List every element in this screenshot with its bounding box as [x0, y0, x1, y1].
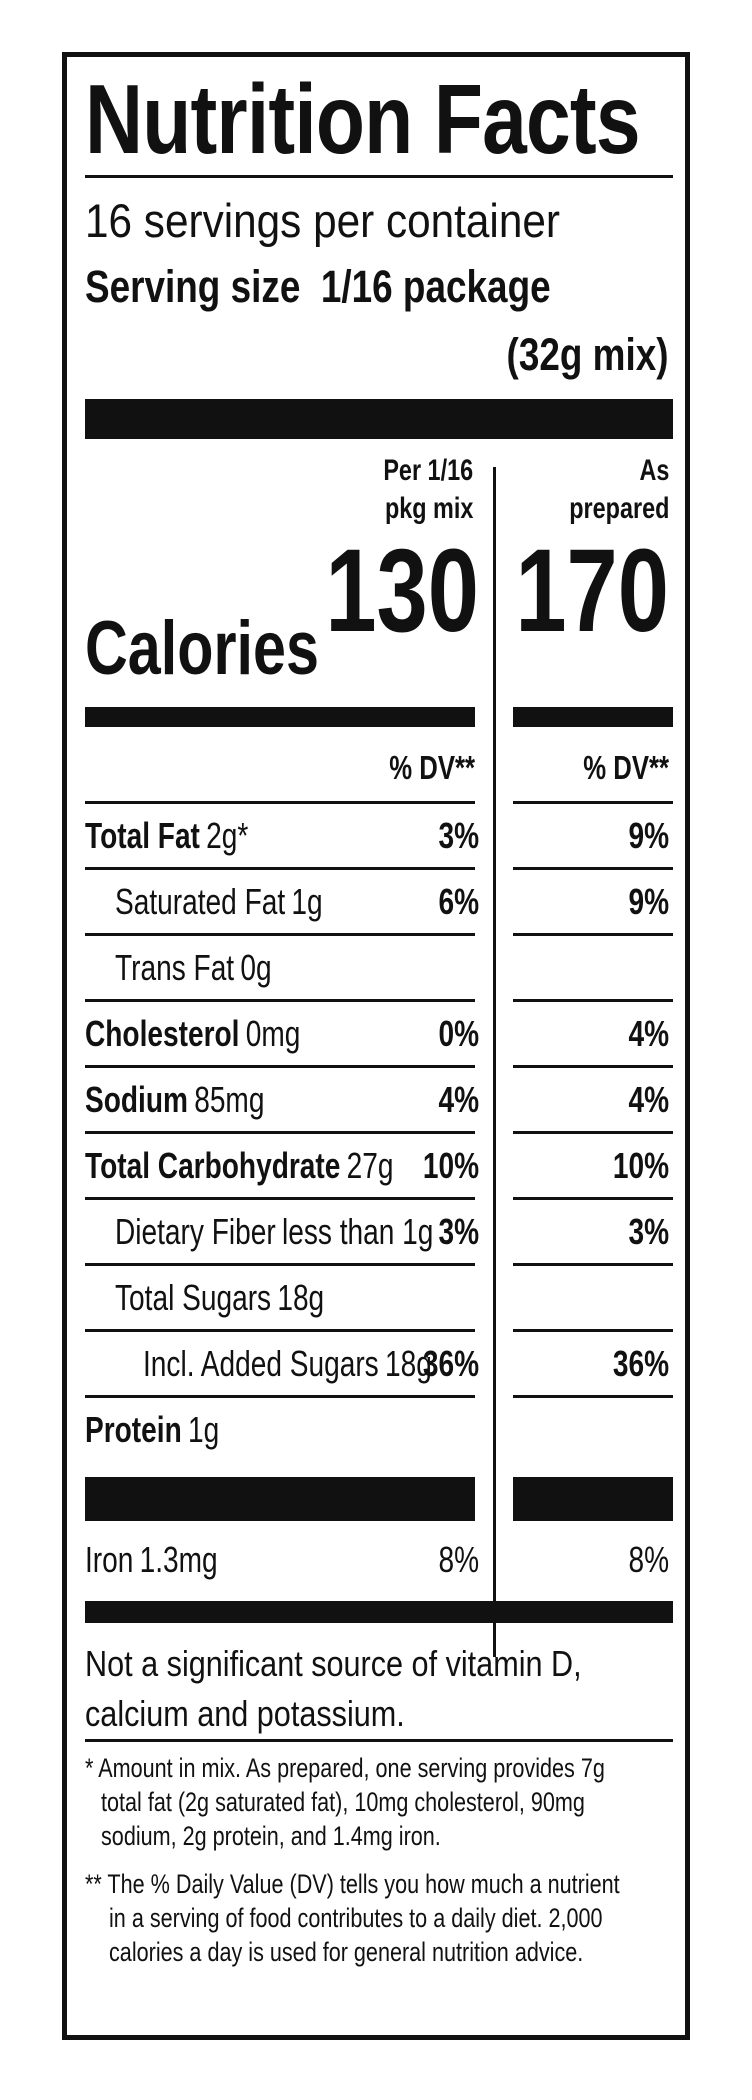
divider-thick-col1 [85, 1477, 475, 1521]
nutrient-dv-mix: 4% [438, 1079, 479, 1120]
calories-value-mix: 130 [325, 525, 479, 657]
nutrient-row: Cholesterol 0mg [85, 1001, 361, 1067]
row-rule [85, 1131, 475, 1134]
nutrient-amount: 18g [277, 1277, 325, 1318]
row-rule [85, 801, 475, 804]
nutrition-facts-label: Nutrition Facts 16 servings per containe… [62, 52, 690, 2040]
nutrient-amount: 27g [346, 1145, 394, 1186]
nutrient-dv-prepared: 9% [628, 815, 669, 856]
row-rule [513, 867, 673, 870]
vitamin-name: Iron [85, 1539, 134, 1580]
servings-per-container: 16 servings per container [85, 194, 560, 247]
nutrient-amount: 1g [291, 881, 323, 922]
nutrient-name: Sodium [85, 1079, 188, 1120]
divider-thin-footnote [85, 1739, 673, 1742]
row-rule [513, 933, 673, 936]
nutrient-amount: 2g* [206, 815, 249, 856]
vitamin-dv-prepared: 8% [628, 1539, 669, 1580]
nutrient-dv-mix: 0% [438, 1013, 479, 1054]
serving-size-value: 1/16 package [320, 261, 551, 312]
row-rule [85, 867, 475, 870]
nutrient-amount: 1g [187, 1409, 220, 1450]
row-rule [513, 1197, 673, 1200]
nutrient-dv-mix: 6% [438, 881, 479, 922]
nutrient-name: Incl. Added Sugars [143, 1343, 379, 1384]
footnote-amount-in-mix: * Amount in mix. As prepared, one servin… [85, 1753, 605, 1851]
nutrient-name: Dietary Fiber [115, 1211, 276, 1252]
nutrient-row: Total Sugars 18g [115, 1265, 383, 1331]
nutrient-amount: 18g [384, 1343, 432, 1384]
nutrient-dv-prepared: 3% [628, 1211, 669, 1252]
serving-size-label: Serving size [85, 261, 301, 312]
divider-thick-col2 [513, 1477, 673, 1521]
label-title: Nutrition Facts [85, 64, 641, 174]
nutrient-dv-mix: 3% [438, 815, 479, 856]
nutrient-amount: less than 1g [281, 1211, 434, 1252]
vitamin-dv-mix: 8% [438, 1539, 479, 1580]
serving-size: Serving size 1/16 package [85, 261, 653, 313]
dv-header-prepared: % DV** [583, 749, 669, 786]
row-rule [85, 1329, 475, 1332]
nutrient-dv-prepared: 36% [612, 1343, 669, 1384]
nutrient-dv-mix: 10% [422, 1145, 479, 1186]
nutrient-amount: 85mg [194, 1079, 265, 1120]
column-header-per-package: Per 1/16 pkg mix [383, 454, 473, 525]
nutrient-row: Total Fat 2g* [85, 803, 294, 869]
row-rule [513, 999, 673, 1002]
divider-medium-col2 [513, 707, 673, 727]
row-rule [513, 1263, 673, 1266]
row-rule [85, 1197, 475, 1200]
footnote-daily-value: ** The % Daily Value (DV) tells you how … [85, 1869, 620, 1967]
calories-value-prepared: 170 [515, 525, 669, 657]
nutrient-row: Dietary Fiber less than 1g [115, 1199, 523, 1265]
row-rule [85, 1065, 475, 1068]
nutrient-row: Protein 1g [85, 1397, 257, 1463]
row-rule [85, 933, 475, 936]
nutrient-name: Total Sugars [115, 1277, 272, 1318]
vitamin-row: Iron 1.3mg [85, 1527, 255, 1593]
row-rule [513, 1131, 673, 1134]
row-rule [513, 1329, 673, 1332]
nutrient-name: Total Carbohydrate [85, 1145, 341, 1186]
row-rule [513, 1395, 673, 1398]
nutrient-row: Total Carbohydrate 27g [85, 1133, 480, 1199]
not-significant-source: Not a significant source of vitamin D, c… [85, 1643, 582, 1734]
divider-medium-bottom [85, 1601, 673, 1623]
nutrient-row: Saturated Fat 1g [115, 869, 381, 935]
nutrient-dv-prepared: 10% [612, 1145, 669, 1186]
row-rule [85, 999, 475, 1002]
divider-thick [85, 399, 673, 439]
row-rule [513, 801, 673, 804]
nutrient-name: Cholesterol [85, 1013, 240, 1054]
nutrient-name: Protein [85, 1409, 182, 1450]
dv-header-mix: % DV** [389, 749, 475, 786]
nutrient-name: Trans Fat [115, 947, 235, 988]
nutrient-name: Saturated Fat [115, 881, 286, 922]
nutrient-dv-prepared: 4% [628, 1013, 669, 1054]
divider-medium-col1 [85, 707, 475, 727]
nutrient-dv-prepared: 9% [628, 881, 669, 922]
nutrient-amount: 0mg [245, 1013, 301, 1054]
vitamin-amount: 1.3mg [139, 1539, 218, 1580]
column-divider [493, 467, 496, 1657]
calories-label: Calories [85, 606, 319, 691]
nutrient-dv-mix: 3% [438, 1211, 479, 1252]
nutrient-name: Total Fat [85, 815, 200, 856]
nutrient-dv-mix: 36% [422, 1343, 479, 1384]
divider-thin [85, 175, 673, 178]
row-rule [85, 1395, 475, 1398]
column-header-as-prepared: As prepared [568, 454, 669, 525]
nutrient-row: Incl. Added Sugars 18g [143, 1331, 513, 1397]
row-rule [513, 1065, 673, 1068]
serving-size-grams: (32g mix) [506, 329, 669, 380]
nutrient-amount: 0g [240, 947, 272, 988]
nutrient-row: Trans Fat 0g [115, 935, 316, 1001]
row-rule [85, 1263, 475, 1266]
nutrient-dv-prepared: 4% [628, 1079, 669, 1120]
nutrient-row: Sodium 85mg [85, 1067, 315, 1133]
